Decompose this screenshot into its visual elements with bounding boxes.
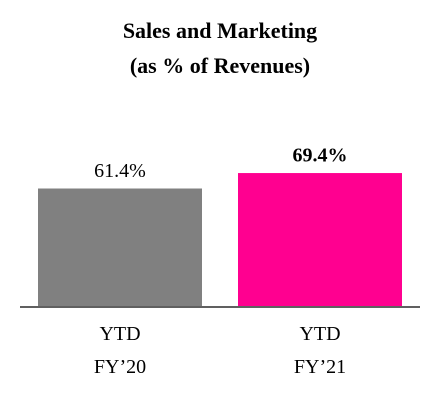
x-tick-label: YTD FY’20 [94,323,146,378]
chart-title: Sales and Marketing (as % of Revenues) [123,18,317,78]
value-label: 69.4% [293,145,348,167]
x-tick-label: YTD FY’21 [294,323,346,378]
value-label: 61.4% [94,160,146,182]
bar [38,188,202,307]
bar [238,173,402,307]
